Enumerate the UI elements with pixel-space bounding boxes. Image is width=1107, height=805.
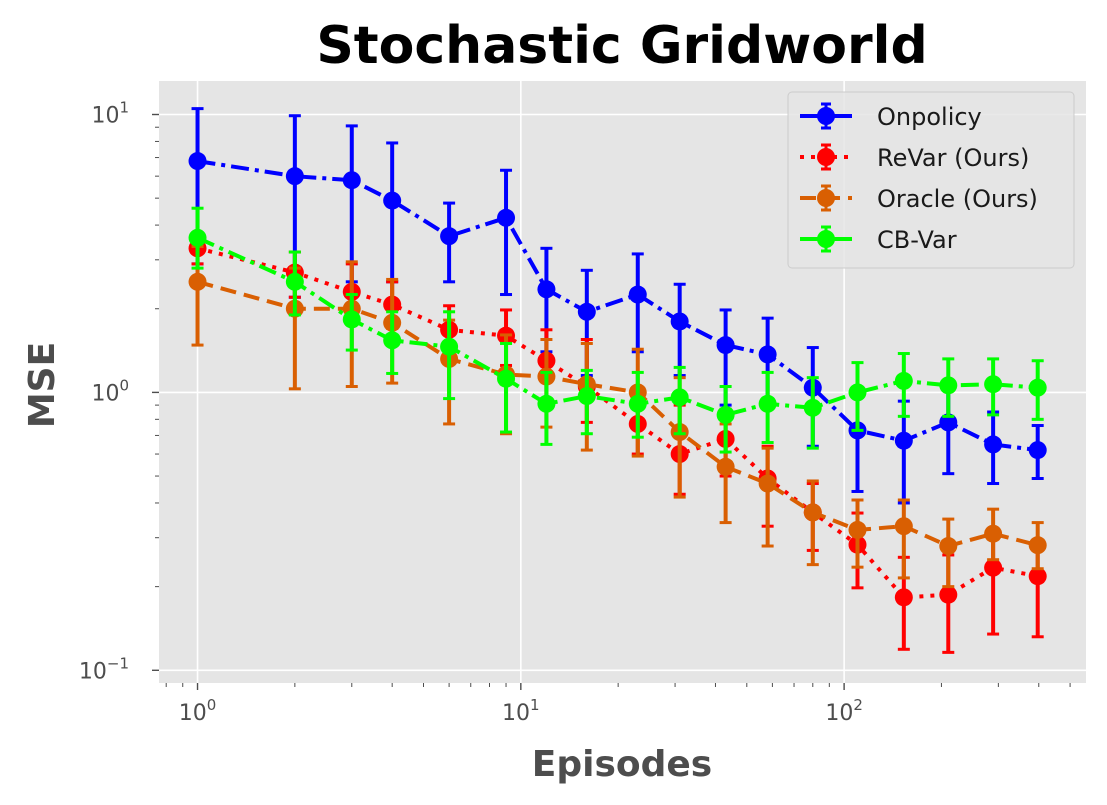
- data-point: [1028, 567, 1047, 586]
- data-point: [984, 558, 1003, 577]
- data-point: [984, 375, 1003, 394]
- data-point: [758, 474, 777, 493]
- data-point: [1028, 441, 1047, 460]
- legend: Onpolicy ReVar (Ours) Oracle (Ours) CB-Var: [787, 91, 1075, 269]
- legend-marker: [817, 230, 835, 248]
- chart-title: Stochastic Gridworld: [316, 16, 927, 76]
- data-point: [628, 394, 647, 413]
- data-point: [984, 524, 1003, 543]
- data-point: [939, 585, 958, 604]
- legend-label: ReVar (Ours): [877, 144, 1029, 172]
- data-point: [285, 167, 304, 186]
- data-point: [440, 227, 459, 246]
- data-point: [342, 171, 361, 190]
- legend-label: Oracle (Ours): [877, 185, 1038, 213]
- data-point: [848, 383, 867, 402]
- y-tick-labels: 10−1 100 101: [79, 99, 129, 685]
- data-point: [894, 517, 913, 536]
- data-point: [894, 588, 913, 607]
- data-point: [497, 208, 516, 227]
- data-point: [285, 272, 304, 291]
- legend-item-revar-ours: ReVar (Ours): [800, 143, 1029, 172]
- data-point: [188, 152, 207, 171]
- legend-label: CB-Var: [877, 226, 957, 254]
- legend-item-oracle-ours: Oracle (Ours): [800, 184, 1038, 213]
- data-point: [670, 312, 689, 331]
- legend-marker: [817, 148, 835, 166]
- y-tick-label: 10−1: [79, 654, 129, 684]
- data-point: [939, 537, 958, 556]
- data-point: [440, 337, 459, 356]
- data-point: [628, 285, 647, 304]
- legend-item-onpolicy: Onpolicy: [800, 102, 982, 131]
- data-point: [383, 191, 402, 210]
- data-point: [848, 520, 867, 539]
- data-point: [1028, 378, 1047, 397]
- data-point: [188, 272, 207, 291]
- data-point: [537, 280, 556, 299]
- data-point: [758, 394, 777, 413]
- data-point: [894, 371, 913, 390]
- legend-item-cb-var: CB-Var: [800, 225, 957, 254]
- legend-marker: [817, 189, 835, 207]
- data-point: [803, 398, 822, 417]
- data-point: [803, 503, 822, 522]
- data-point: [497, 369, 516, 388]
- data-point: [984, 435, 1003, 454]
- x-axis-label: Episodes: [532, 744, 712, 785]
- x-tick-label: 101: [502, 696, 540, 726]
- series-cb-var: [188, 206, 1047, 454]
- data-point: [383, 331, 402, 350]
- data-point: [577, 302, 596, 321]
- data-point: [537, 394, 556, 413]
- x-tick-label: 100: [179, 696, 217, 726]
- x-tick-labels: 100 101 102: [179, 696, 863, 726]
- data-point: [342, 310, 361, 329]
- data-point: [894, 431, 913, 450]
- legend-label: Onpolicy: [877, 103, 982, 131]
- y-axis-label: MSE: [22, 342, 63, 428]
- y-tick-label: 100: [91, 376, 129, 406]
- series-layer: [188, 107, 1047, 654]
- y-tick-label: 101: [91, 99, 129, 129]
- data-point: [939, 413, 958, 432]
- data-point: [188, 228, 207, 247]
- data-point: [670, 388, 689, 407]
- data-point: [939, 376, 958, 395]
- minor-ticks: [152, 113, 1071, 690]
- data-point: [716, 336, 735, 355]
- legend-box: [787, 91, 1075, 269]
- data-point: [1028, 536, 1047, 555]
- data-point: [758, 345, 777, 364]
- legend-marker: [817, 107, 835, 125]
- data-point: [716, 405, 735, 424]
- data-point: [577, 387, 596, 406]
- data-point: [716, 457, 735, 476]
- x-tick-label: 102: [825, 696, 863, 726]
